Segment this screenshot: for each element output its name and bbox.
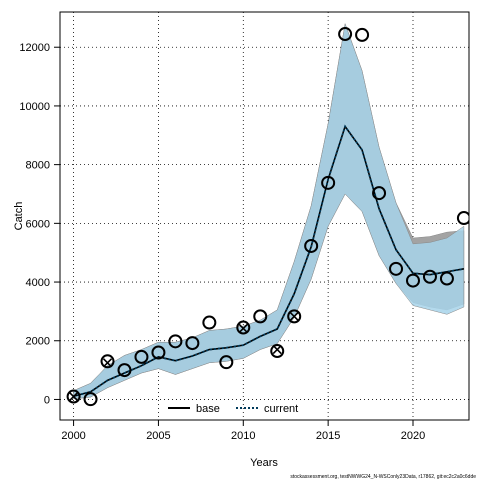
- observed-point: [202, 315, 217, 330]
- observed-point: [270, 344, 285, 359]
- observed-point: [219, 355, 234, 370]
- legend: base current: [168, 403, 298, 415]
- y-tick-label: 2000: [26, 336, 50, 348]
- observed-point: [304, 238, 319, 253]
- grid: [60, 12, 469, 420]
- line-current: [73, 124, 465, 398]
- observed-point: [389, 261, 404, 276]
- x-tick-label: 2005: [146, 430, 170, 442]
- observed-point: [236, 320, 251, 335]
- legend-base-label: base: [196, 403, 220, 415]
- observed-point: [66, 389, 81, 404]
- y-axis-title: Catch: [13, 202, 25, 231]
- observed-cross: [102, 358, 113, 368]
- y-tick-label: 12000: [19, 42, 50, 54]
- caption: stockassessment.org, testNWWG24_N-WSConl…: [290, 474, 476, 480]
- observed-point: [134, 349, 149, 364]
- legend-current-label: current: [264, 403, 298, 415]
- axes: 2000 2005 2010 2015 2020 0 2000 4000 6000 8000 100…: [19, 42, 425, 442]
- band-current: [73, 22, 465, 400]
- observed-point: [253, 309, 268, 324]
- estimate-lines: [73, 124, 465, 398]
- observed-point: [422, 269, 437, 284]
- x-tick-label: 2020: [401, 430, 425, 442]
- observed-point: [355, 27, 370, 42]
- observed-point: [168, 334, 183, 349]
- observed-point: [405, 273, 420, 288]
- observed-point: [372, 186, 387, 201]
- observed-point: [151, 345, 166, 360]
- y-tick-label: 4000: [26, 277, 50, 289]
- observed-cross: [238, 323, 248, 333]
- observed-point: [287, 309, 302, 324]
- observed-cross: [289, 311, 299, 321]
- x-axis-title: Years: [250, 457, 278, 469]
- x-tick-label: 2015: [316, 430, 340, 442]
- plot-frame: [59, 11, 470, 421]
- observed-point: [456, 211, 469, 226]
- confidence-bands: [73, 22, 465, 400]
- y-tick-label: 0: [44, 394, 50, 406]
- x-tick-label: 2000: [61, 430, 85, 442]
- observed-point: [321, 175, 336, 190]
- observed-point: [338, 27, 353, 42]
- observed-cross: [69, 391, 79, 402]
- observed-point: [83, 392, 98, 407]
- observed-point: [117, 363, 132, 378]
- y-tick-label: 8000: [26, 160, 50, 172]
- observations: [66, 27, 469, 407]
- observed-cross: [272, 344, 282, 355]
- x-tick-label: 2010: [231, 430, 255, 442]
- observed-point: [185, 336, 200, 351]
- y-tick-label: 10000: [19, 101, 50, 113]
- y-tick-label: 6000: [26, 218, 50, 230]
- observed-point: [439, 271, 454, 286]
- observed-point: [100, 354, 115, 369]
